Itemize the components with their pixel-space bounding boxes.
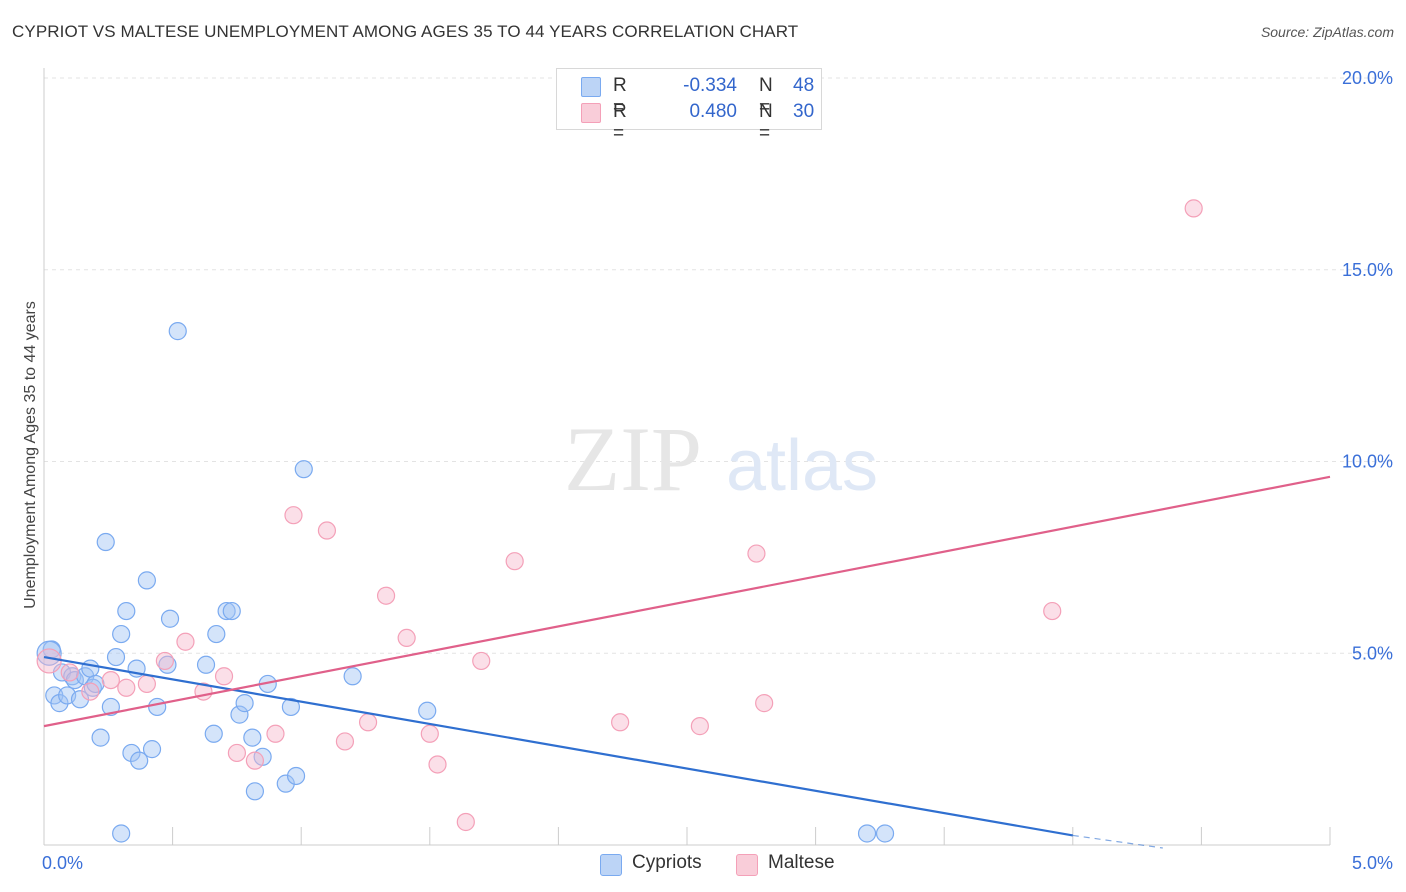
maltese-point xyxy=(358,713,378,732)
cypriots-point xyxy=(112,624,131,644)
bottom-legend-label-maltese: Maltese xyxy=(768,852,835,873)
maltese-point xyxy=(117,678,136,697)
watermark-atlas: atlas xyxy=(726,426,878,506)
maltese-point xyxy=(36,648,62,674)
maltese-point xyxy=(472,651,491,671)
cypriots-trend-extension xyxy=(1072,834,1163,849)
axes xyxy=(43,68,1331,846)
cypriots-point xyxy=(875,824,895,843)
cypriots-point xyxy=(204,724,223,743)
maltese-point xyxy=(245,751,265,770)
maltese-point xyxy=(335,732,355,751)
legend-r-value: 0.480 xyxy=(689,101,737,122)
maltese-point xyxy=(376,586,396,605)
legend-swatch-maltese xyxy=(581,103,601,123)
correlation-legend: R = -0.334 N = 48 R = 0.480 N = 30 xyxy=(556,68,822,144)
x-tick-label: 5.0% xyxy=(1352,853,1393,873)
maltese-point xyxy=(456,812,475,832)
cypriots-point xyxy=(857,824,877,843)
cypriots-point xyxy=(50,694,69,713)
bottom-legend-label-cypriots: Cypriots xyxy=(632,852,702,873)
cypriots-point xyxy=(122,743,141,763)
maltese-point xyxy=(1184,199,1203,218)
cypriots-point xyxy=(281,697,301,717)
cypriots-point xyxy=(276,774,295,793)
x-tick-label: 0.0% xyxy=(42,853,83,873)
cypriots-point xyxy=(81,659,100,678)
maltese-trend-line xyxy=(43,475,1331,728)
cypriots-point xyxy=(168,322,187,341)
maltese-point xyxy=(505,552,524,571)
cypriots-point xyxy=(243,728,262,747)
cypriots-point xyxy=(196,655,216,674)
maltese-point xyxy=(284,506,303,525)
maltese-point xyxy=(60,663,79,682)
cypriots-point xyxy=(142,740,162,759)
cypriots-point xyxy=(130,751,149,770)
cypriots-point xyxy=(148,697,167,717)
trend-lines xyxy=(43,475,1331,849)
cypriots-point xyxy=(217,601,236,621)
legend-r-label: R = xyxy=(613,75,627,118)
cypriots-point xyxy=(230,705,249,724)
cypriots-point xyxy=(286,766,306,786)
cypriots-point xyxy=(235,694,254,713)
cypriots-point xyxy=(137,571,156,590)
legend-swatch-cypriots xyxy=(581,77,601,97)
y-tick-label: 5.0% xyxy=(1352,643,1393,663)
cypriots-point xyxy=(112,824,131,843)
bottom-legend-swatch-cypriots xyxy=(600,854,622,876)
watermark: ZIP atlas xyxy=(564,408,878,510)
legend-n-value: 30 xyxy=(793,101,815,122)
cypriots-point xyxy=(91,728,110,747)
y-tick-label: 10.0% xyxy=(1342,452,1393,472)
maltese-point xyxy=(266,724,285,743)
chart-title: CYPRIOT VS MALTESE UNEMPLOYMENT AMONG AG… xyxy=(12,22,799,41)
maltese-point xyxy=(747,544,766,563)
maltese-point xyxy=(755,694,774,713)
maltese-point xyxy=(137,674,156,694)
maltese-point xyxy=(317,521,337,540)
legend-n-label: N = xyxy=(759,75,773,118)
watermark-zip: ZIP xyxy=(564,408,702,510)
gridlines xyxy=(44,77,1392,654)
tick-labels: 5.0% 10.0% 15.0% 20.0% 0.0% 5.0% xyxy=(42,68,1393,873)
maltese-point xyxy=(420,724,439,743)
cypriots-point xyxy=(96,532,115,552)
y-tick-label: 15.0% xyxy=(1342,260,1393,280)
maltese-point xyxy=(1043,601,1062,621)
maltese-points xyxy=(36,199,1203,832)
legend-r-value: -0.334 xyxy=(683,75,737,96)
cypriots-point xyxy=(245,782,265,801)
y-tick-label: 20.0% xyxy=(1342,68,1393,88)
cypriots-point xyxy=(207,624,226,644)
maltese-point xyxy=(397,628,416,648)
cypriots-point xyxy=(343,667,362,686)
maltese-point xyxy=(155,651,174,671)
maltese-point xyxy=(690,717,709,736)
cypriots-point xyxy=(106,647,126,667)
source-note: Source: ZipAtlas.com xyxy=(1260,24,1394,40)
maltese-point xyxy=(81,682,100,701)
maltese-point xyxy=(101,670,120,690)
cypriots-trend-line xyxy=(43,656,1073,837)
maltese-point xyxy=(214,667,234,686)
maltese-point xyxy=(227,743,246,763)
maltese-point xyxy=(611,713,630,732)
cypriots-point xyxy=(294,460,313,479)
maltese-point xyxy=(428,755,447,774)
legend-n-label: N = xyxy=(759,101,773,144)
maltese-point xyxy=(176,632,195,651)
cypriots-point xyxy=(160,609,180,628)
cypriots-point xyxy=(418,701,437,720)
legend-r-label: R = xyxy=(613,101,627,144)
cypriots-point xyxy=(101,697,120,717)
cypriots-points xyxy=(36,322,895,843)
cypriots-point xyxy=(70,690,90,709)
cypriots-point xyxy=(117,601,136,621)
bottom-legend-swatch-maltese xyxy=(736,854,758,876)
cypriots-point xyxy=(222,601,241,621)
legend-n-value: 48 xyxy=(793,75,815,96)
